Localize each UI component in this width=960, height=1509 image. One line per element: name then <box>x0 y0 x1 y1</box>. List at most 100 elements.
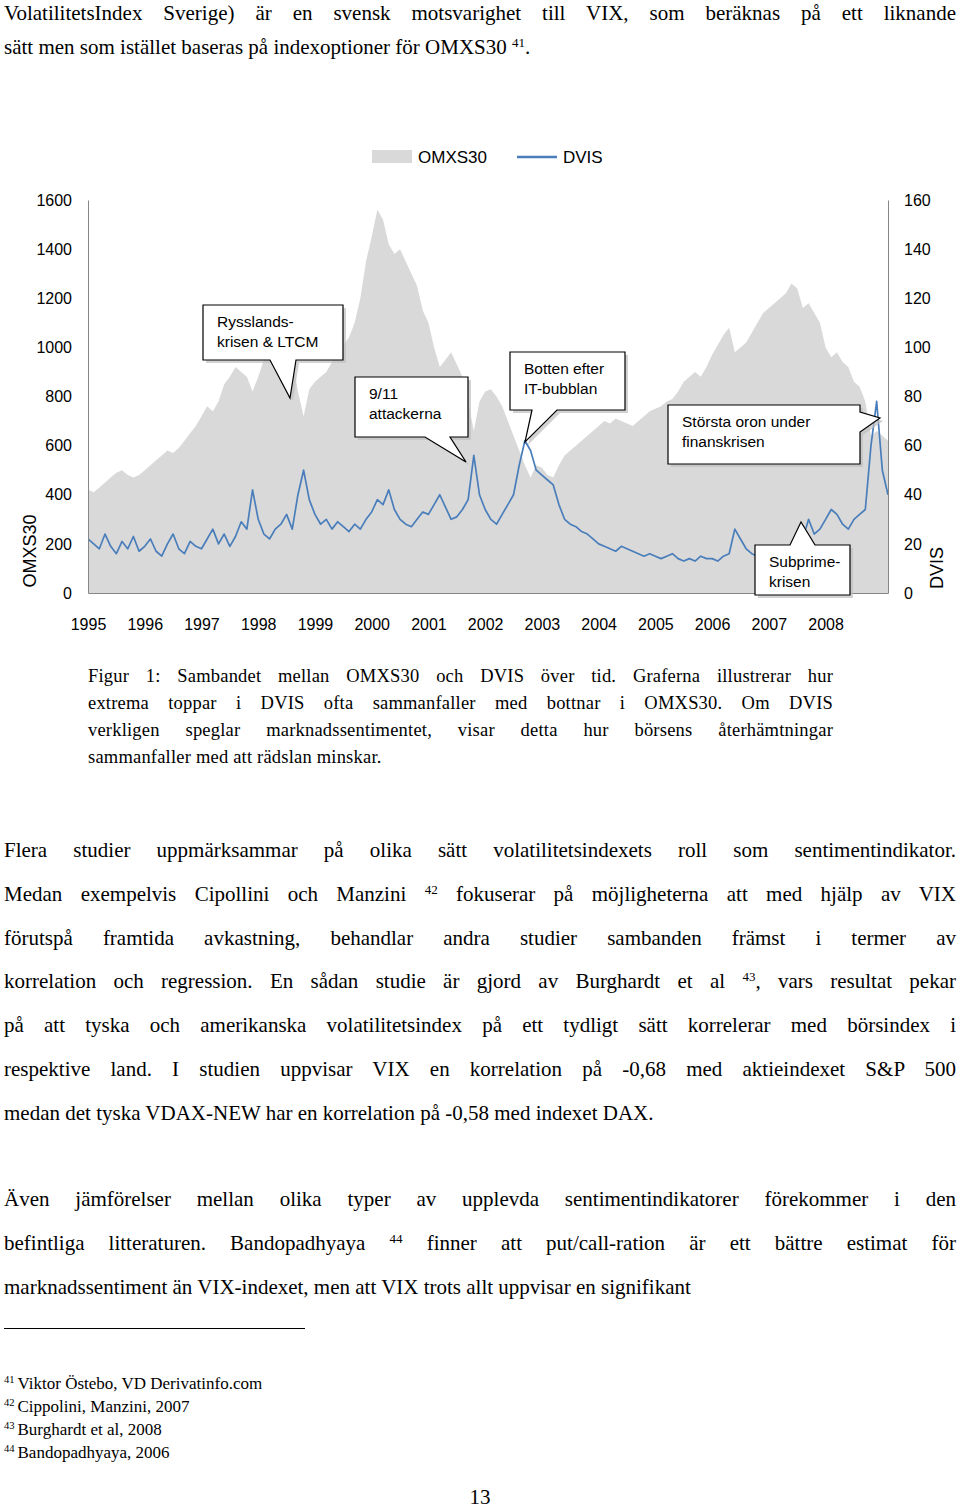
tick: 200 <box>45 535 88 552</box>
footnote-ref: 43 <box>742 969 755 984</box>
callout-text: Största oron under <box>682 413 810 430</box>
tick-label: 200 <box>45 535 72 552</box>
tick: 40 <box>888 486 922 503</box>
tick-label: 1200 <box>36 290 72 307</box>
tick-label: 80 <box>904 388 922 405</box>
text-run: Flera studier uppmärksammar på olika sät… <box>4 838 956 862</box>
tick: 1600 <box>36 192 88 209</box>
y2-axis-line <box>888 201 889 594</box>
body-line: marknadssentiment än VIX-indexet, men at… <box>4 1275 956 1299</box>
tick-label: 2008 <box>808 616 844 633</box>
text-run: VolatilitetsIndex Sverige) är en svensk … <box>4 1 956 25</box>
text-run: Figur 1: Sambandet mellan OMXS30 och DVI… <box>88 666 833 686</box>
caption-line: verkligen speglar marknadssentimentet, v… <box>88 719 833 741</box>
tick-label: 1996 <box>127 616 163 633</box>
text-run: på att tyska och amerikanska volatilitet… <box>4 1013 956 1037</box>
tick: 120 <box>888 290 931 307</box>
page: 0200400600800100012001400160002040608010… <box>0 0 960 1509</box>
tick: 80 <box>888 388 922 405</box>
legend: OMXS30 DVIS <box>372 148 603 167</box>
page-number: 13 <box>440 1485 520 1509</box>
text-run: förutspå framtida avkastning, behandlar … <box>4 926 956 950</box>
text-run: Medan exempelvis Cipollini och Manzini <box>4 882 425 906</box>
chart: 0200400600800100012001400160002040608010… <box>0 0 960 660</box>
callout-text: krisen & LTCM <box>217 333 318 350</box>
tick: 2004 <box>581 593 617 633</box>
footnote: 42Cippolini, Manzini, 2007 <box>4 1397 189 1417</box>
tick-label: 60 <box>904 437 922 454</box>
tick: 160 <box>888 192 931 209</box>
footnote-text: Viktor Östebo, VD Derivatinfo.com <box>18 1374 263 1393</box>
tick: 1999 <box>298 593 334 633</box>
x-axis: 1995199619971998199920002001200220032004… <box>71 593 889 633</box>
tick-label: 140 <box>904 241 931 258</box>
tick: 1998 <box>241 593 277 633</box>
tick: 2008 <box>808 593 844 633</box>
legend-swatch <box>517 156 557 159</box>
text-run: befintliga litteraturen. Bandopadhyaya <box>4 1231 390 1255</box>
callout-text: Rysslands- <box>217 313 294 330</box>
tick-label: 1997 <box>184 616 220 633</box>
line-series <box>88 401 888 561</box>
callout-text: Subprime- <box>769 553 841 570</box>
y-axis-line <box>88 201 89 594</box>
callout-box <box>355 377 468 462</box>
callout-text: finanskrisen <box>682 433 765 450</box>
area-series <box>88 210 888 593</box>
footnote-ref: 42 <box>425 882 438 897</box>
body-line: respektive land. I studien uppvisar VIX … <box>4 1057 956 1081</box>
text-run: marknadssentiment än VIX-indexet, men at… <box>4 1275 691 1299</box>
callout-box <box>668 405 880 464</box>
tick-label: 2006 <box>695 616 731 633</box>
tick: 1997 <box>184 593 220 633</box>
y-axis-title: OMXS30 <box>20 514 40 587</box>
text-run: sammanfaller med att rädslan minskar. <box>88 747 382 767</box>
tick-label: 100 <box>904 339 931 356</box>
tick: 140 <box>888 241 931 258</box>
tick-label: 2004 <box>581 616 617 633</box>
tick-label: 400 <box>45 486 72 503</box>
tick: 1200 <box>36 290 88 307</box>
body-line: på att tyska och amerikanska volatilitet… <box>4 1013 956 1037</box>
footnote-text: Cippolini, Manzini, 2007 <box>18 1397 190 1416</box>
y2-axis: 020406080100120140160 <box>888 192 931 602</box>
tick-label: 1999 <box>298 616 334 633</box>
tick: 2003 <box>525 593 561 633</box>
intro-line: sätt men som istället baseras på indexop… <box>4 35 956 59</box>
intro-line: VolatilitetsIndex Sverige) är en svensk … <box>4 1 956 25</box>
callout-text: attackerna <box>369 405 442 422</box>
text-run: , vars resultat pekar <box>755 969 956 993</box>
footnote-mark: 43 <box>4 1420 15 1431</box>
callout-box <box>755 522 850 595</box>
tick-label: 2005 <box>638 616 674 633</box>
text-run: verkligen speglar marknadssentimentet, v… <box>88 720 833 740</box>
footnote: 41Viktor Östebo, VD Derivatinfo.com <box>4 1374 262 1394</box>
body-line: korrelation och regression. En sådan stu… <box>4 969 956 993</box>
text-run: sätt men som istället baseras på indexop… <box>4 35 512 59</box>
annotations: Rysslands-krisen & LTCM9/11attackernaBot… <box>203 305 883 598</box>
body-line: befintliga litteraturen. Bandopadhyaya 4… <box>4 1231 956 1255</box>
tick-label: 1998 <box>241 616 277 633</box>
body-line: medan det tyska VDAX-NEW har en korrelat… <box>4 1101 956 1125</box>
tick: 100 <box>888 339 931 356</box>
tick-label: 1600 <box>36 192 72 209</box>
tick-label: 2002 <box>468 616 504 633</box>
footnote-ref: 44 <box>390 1231 403 1246</box>
callout-text: 9/11 <box>369 385 398 402</box>
tick-label: 1400 <box>36 241 72 258</box>
tick: 1996 <box>127 593 163 633</box>
legend-label: OMXS30 <box>418 148 487 167</box>
tick: 60 <box>888 437 922 454</box>
legend-label: DVIS <box>563 148 603 167</box>
tick: 20 <box>888 535 922 552</box>
footnote-mark: 44 <box>4 1443 15 1454</box>
tick: 0 <box>63 585 88 602</box>
caption-line: Figur 1: Sambandet mellan OMXS30 och DVI… <box>88 665 833 687</box>
tick-label: 1995 <box>71 616 107 633</box>
footnote-mark: 41 <box>4 1374 15 1385</box>
tick: 1400 <box>36 241 88 258</box>
callout-text: krisen <box>769 573 810 590</box>
tick-label: 0 <box>63 585 72 602</box>
callout-box <box>203 305 343 398</box>
text-run: extrema toppar i DVIS ofta sammanfaller … <box>88 693 833 713</box>
